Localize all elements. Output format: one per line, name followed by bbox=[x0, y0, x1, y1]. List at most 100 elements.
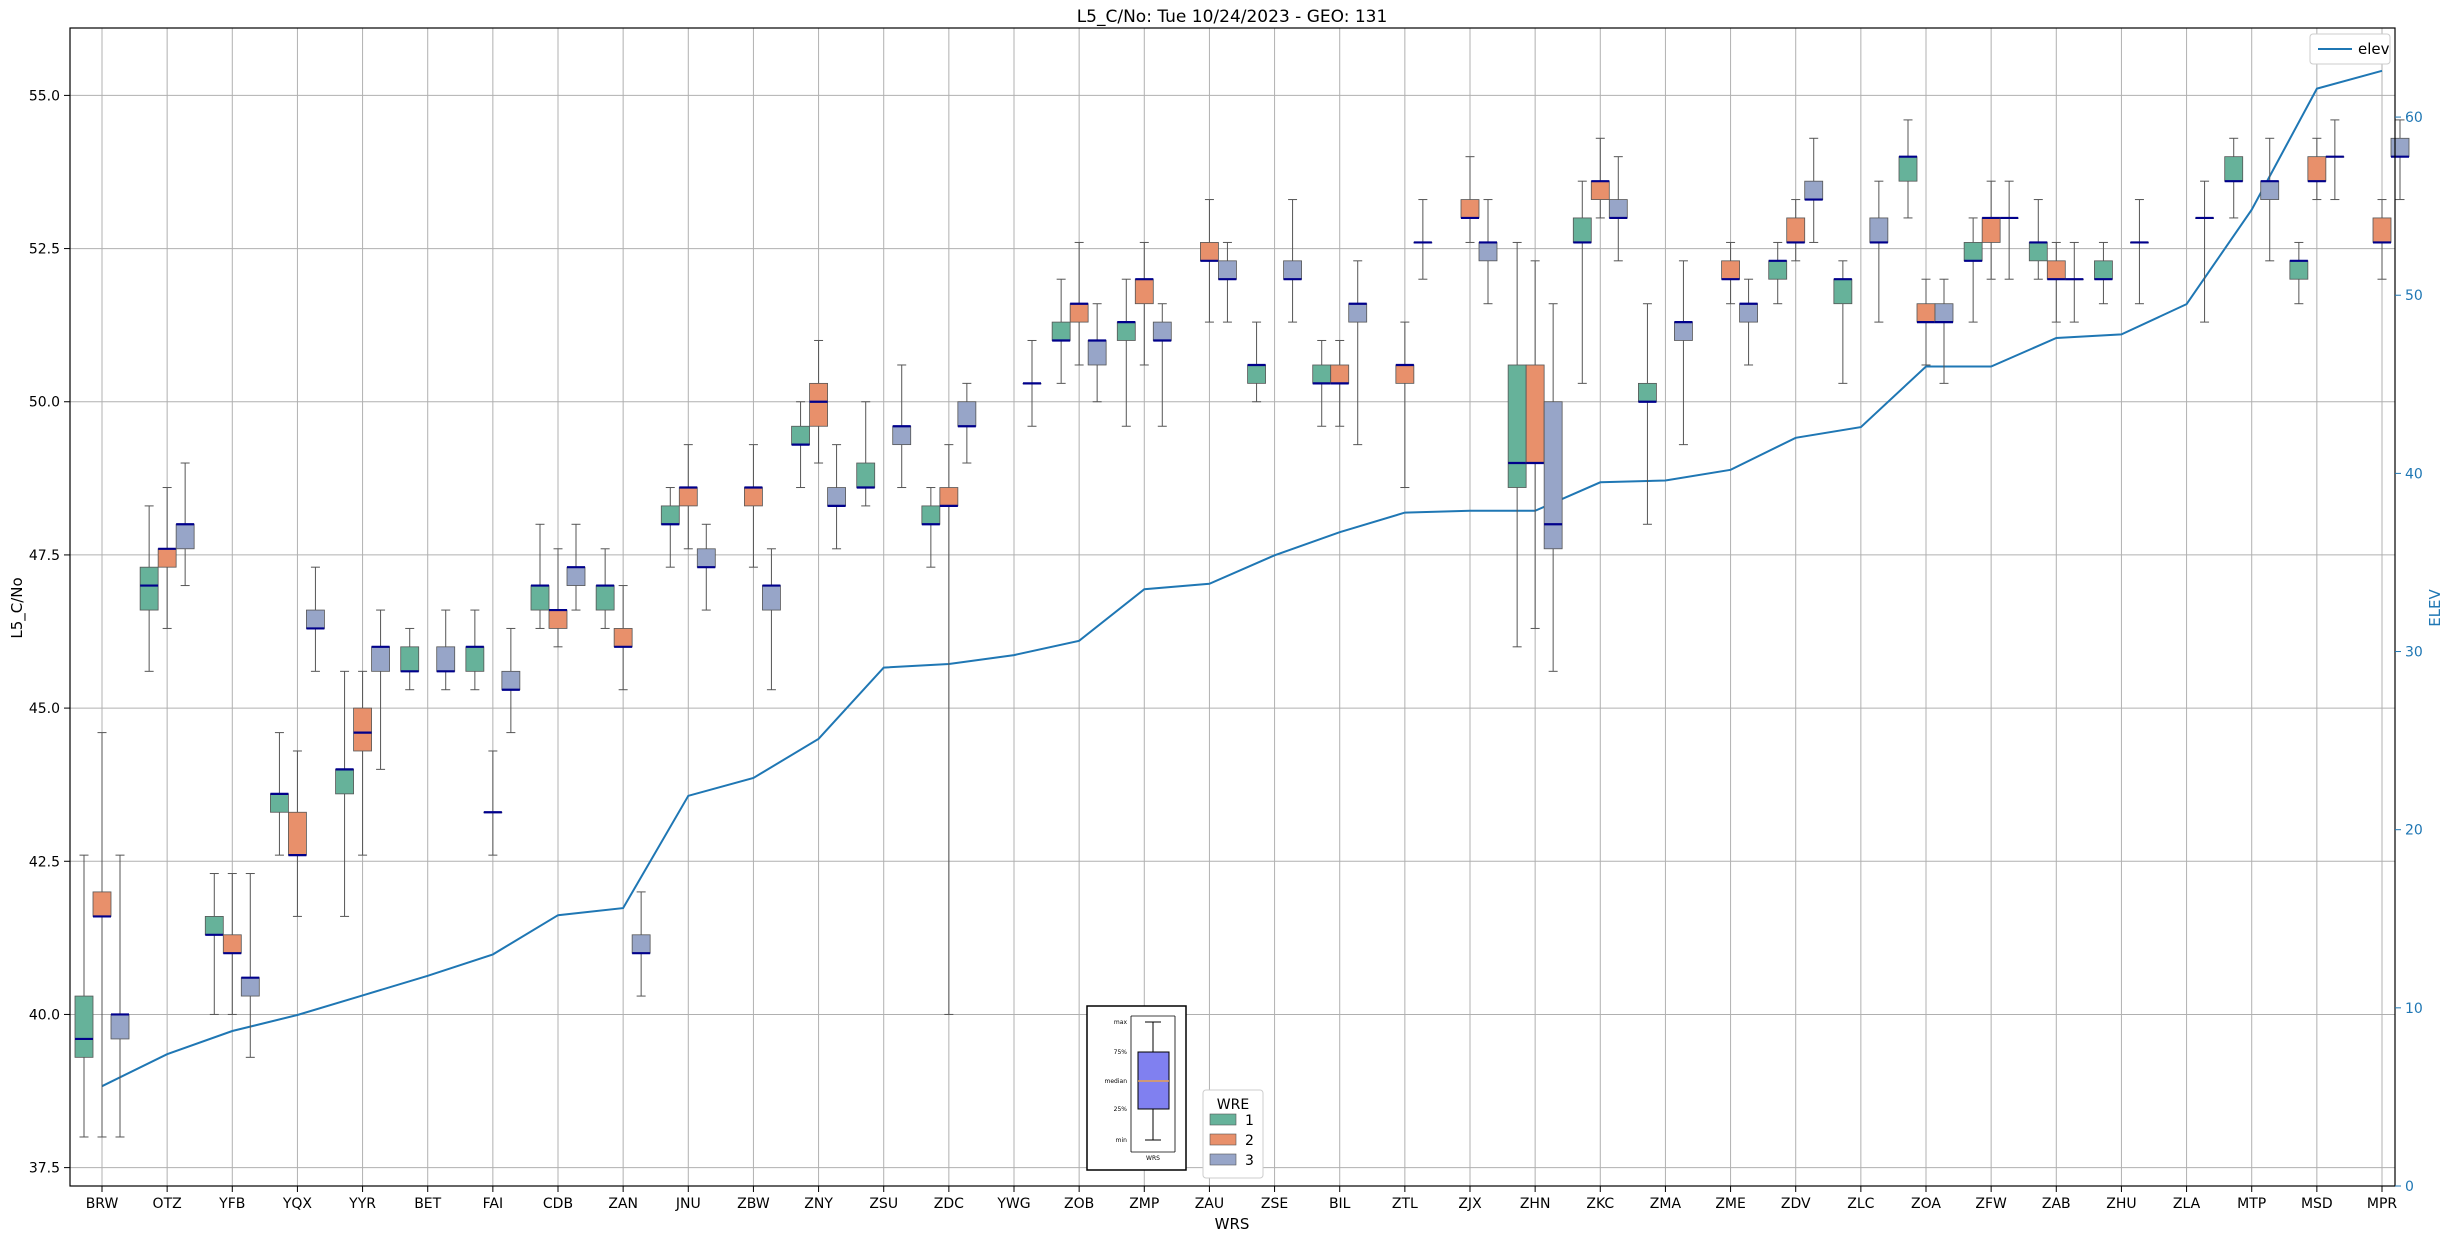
box-body bbox=[1739, 303, 1758, 323]
box-wre3 bbox=[1804, 137, 1824, 243]
box-wre3 bbox=[957, 382, 977, 464]
x-tick-label: JNU bbox=[675, 1196, 701, 1212]
box-wre2 bbox=[157, 487, 177, 629]
box-wre3 bbox=[1869, 180, 1889, 323]
box-body bbox=[1572, 217, 1592, 243]
reference-box-label: min bbox=[1116, 1137, 1128, 1144]
y2-tick-label: 40 bbox=[2405, 466, 2423, 482]
wre-legend-label: 1 bbox=[1245, 1113, 1254, 1129]
x-tick-label: YFB bbox=[218, 1196, 245, 1212]
box-plots bbox=[74, 119, 2410, 1138]
x-tick-label: BIL bbox=[1329, 1196, 1351, 1212]
box-body bbox=[595, 585, 615, 611]
box-body bbox=[1804, 180, 1824, 200]
chart-title: L5_C/No: Tue 10/24/2023 - GEO: 131 bbox=[1077, 7, 1388, 27]
plot-frame bbox=[69, 27, 2396, 1187]
reference-box-legend: max 75% median 25% min WRS bbox=[1086, 1005, 1187, 1171]
box-body bbox=[465, 646, 485, 672]
box-wre3 bbox=[1283, 199, 1302, 323]
box-wre3 bbox=[1478, 199, 1498, 305]
box-wre1 bbox=[921, 487, 941, 568]
elev-legend: elev bbox=[2309, 33, 2391, 65]
grid bbox=[70, 28, 2395, 1186]
y2-tick-label: 20 bbox=[2405, 823, 2423, 839]
box-body bbox=[353, 707, 372, 752]
box-wre2 bbox=[613, 585, 633, 691]
box-wre2 bbox=[1916, 278, 1936, 366]
x-tick-label: ZDC bbox=[934, 1196, 964, 1212]
box-body bbox=[1312, 364, 1332, 384]
box-body bbox=[1348, 303, 1368, 323]
box-body bbox=[744, 487, 763, 507]
box-wre1 bbox=[270, 732, 289, 856]
box-body bbox=[939, 487, 959, 507]
y-tick-label: 42.5 bbox=[29, 854, 60, 870]
wre-legend-label: 3 bbox=[1245, 1153, 1254, 1169]
box-wre1 bbox=[1051, 278, 1071, 384]
box-body bbox=[1507, 364, 1527, 488]
box-wre3 bbox=[1608, 156, 1628, 262]
box-wre2 bbox=[1395, 321, 1415, 489]
y-tick-label: 45.0 bbox=[29, 701, 60, 717]
box-wre3 bbox=[1674, 260, 1693, 446]
box-body bbox=[1395, 364, 1415, 384]
box-wre1 bbox=[1116, 278, 1136, 427]
box-body bbox=[1981, 217, 2001, 243]
box-body bbox=[921, 505, 941, 525]
x-tick-label: CDB bbox=[543, 1196, 573, 1212]
x-tick-label: BET bbox=[414, 1196, 441, 1212]
box-body bbox=[1218, 260, 1237, 280]
box-wre2 bbox=[1460, 156, 1480, 243]
box-body bbox=[1200, 242, 1219, 262]
box-wre2 bbox=[483, 750, 503, 856]
x-tick-label: ZAB bbox=[2042, 1196, 2071, 1212]
box-wre1 bbox=[660, 487, 680, 568]
box-wre1 bbox=[2094, 241, 2113, 305]
y-tick-label: 47.5 bbox=[29, 548, 60, 564]
wre-legend-title: WRE bbox=[1217, 1097, 1249, 1113]
box-wre3 bbox=[2390, 119, 2410, 201]
box-body bbox=[2260, 180, 2280, 200]
x-tick-label: ZTL bbox=[1392, 1196, 1418, 1212]
box-body bbox=[1934, 303, 1954, 323]
box-wre3 bbox=[892, 364, 912, 489]
box-body bbox=[1152, 321, 1172, 341]
box-wre1 bbox=[139, 505, 159, 672]
box-body bbox=[613, 628, 633, 648]
box-body bbox=[175, 523, 195, 550]
box-wre3 bbox=[1999, 180, 2019, 280]
x-tick-label: ZJX bbox=[1458, 1196, 1482, 1212]
box-wre1 bbox=[595, 548, 615, 629]
x-tick-label: ZHU bbox=[2106, 1196, 2136, 1212]
box-body bbox=[1833, 278, 1853, 305]
box-wre1 bbox=[1507, 241, 1527, 648]
x-tick-label: MSD bbox=[2301, 1196, 2333, 1212]
box-body bbox=[1069, 303, 1089, 323]
box-wre3 bbox=[175, 462, 195, 587]
box-body bbox=[400, 646, 420, 672]
box-wre3 bbox=[696, 523, 716, 611]
x-tick-label: ZAN bbox=[608, 1196, 638, 1212]
y-axis-left: 37.5 40.0 42.5 45.0 47.5 50.0 52.5 55.0 bbox=[29, 88, 70, 1177]
box-wre1 bbox=[204, 873, 224, 1015]
x-tick-label: ZAU bbox=[1195, 1196, 1224, 1212]
box-wre2 bbox=[809, 339, 828, 464]
box-wre3 bbox=[1218, 241, 1237, 323]
x-tick-label: ZBW bbox=[737, 1196, 770, 1212]
x-tick-label: YQX bbox=[282, 1196, 313, 1212]
y2-tick-label: 50 bbox=[2405, 288, 2423, 304]
reference-box-xtick: WRS bbox=[1146, 1155, 1160, 1162]
box-body bbox=[1247, 364, 1266, 384]
box-body bbox=[1869, 217, 1889, 243]
box-wre2 bbox=[2372, 199, 2392, 280]
box-body bbox=[1786, 217, 1806, 243]
box-wre2 bbox=[353, 670, 372, 856]
box-wre2 bbox=[288, 750, 307, 917]
box-wre1 bbox=[465, 609, 485, 691]
y-tick-label: 37.5 bbox=[29, 1161, 60, 1177]
box-wre3 bbox=[631, 891, 651, 997]
box-wre3 bbox=[2064, 241, 2084, 323]
box-body bbox=[2289, 260, 2309, 280]
x-axis-label: WRS bbox=[1215, 1215, 1250, 1233]
x-tick-label: ZLC bbox=[1847, 1196, 1874, 1212]
